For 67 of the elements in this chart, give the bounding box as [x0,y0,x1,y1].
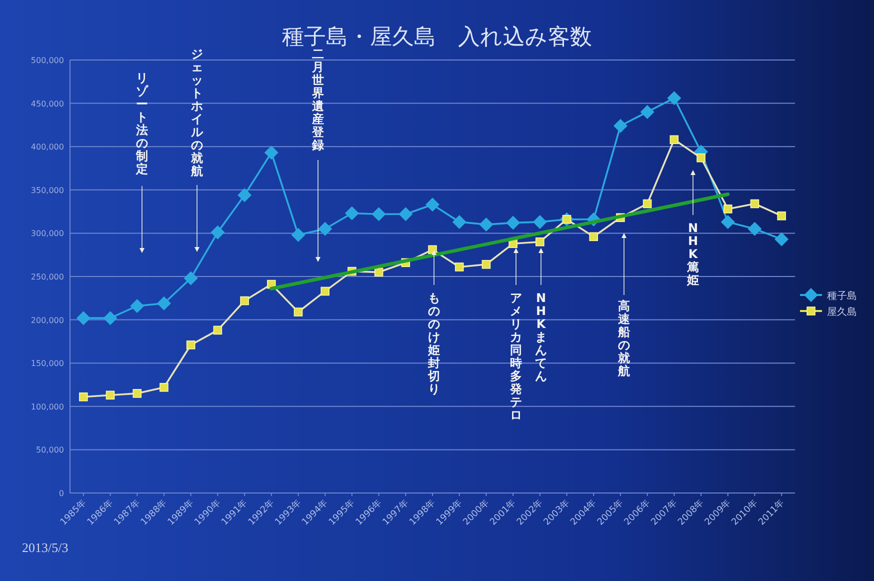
annotation: 二月世界遺産登録 [311,47,325,152]
point [76,311,90,326]
point [589,232,598,242]
y-tick-label: 0 [58,489,64,498]
point [479,218,494,232]
point [184,271,198,286]
point [454,262,464,272]
point [613,118,628,133]
point [720,214,735,229]
y-tick-label: 300,000 [30,229,64,238]
point [291,228,306,242]
annotation: リゾート法の制定 [135,71,149,176]
y-tick-label: 500,000 [30,56,64,65]
annotation: もののけ姫封切り [427,291,440,396]
point [294,308,303,316]
point [642,199,652,208]
point [320,286,330,296]
legend-label: 種子島 [827,290,857,302]
y-tick-label: 200,000 [30,316,64,325]
point [536,237,544,246]
point [374,268,384,277]
point [506,216,520,230]
point [667,91,682,106]
point [723,204,732,214]
point [160,382,168,392]
point [213,326,222,335]
text: アメリカ同時多発テロ [510,291,522,422]
point [103,311,118,326]
legend-label: 屋久島 [827,306,857,318]
y-tick-label: 450,000 [30,99,64,108]
y-tick-label: 400,000 [30,142,64,152]
y-tick-label: 350,000 [30,186,64,195]
annotation: NHK篤姫 [686,221,699,287]
y-tick-label: 250,000 [30,272,64,282]
point [264,146,278,160]
point [372,207,386,222]
point [696,153,706,162]
point [130,298,144,313]
point [750,199,760,208]
point [79,392,88,402]
point [640,104,654,119]
point [238,188,252,202]
point [210,225,225,240]
point [186,340,196,350]
y-tick-label: 100,000 [30,402,64,412]
point [132,389,142,398]
y-tick-label: 150,000 [30,359,64,368]
point [344,206,359,220]
y-tick-label: 50,000 [36,446,64,455]
point [106,390,115,400]
point [670,135,679,144]
text: ジェットホイルの就航 [191,47,203,178]
point [748,222,762,236]
point [482,260,491,269]
point [452,214,466,229]
text: 2013/5/3 [22,540,68,555]
annotation: NHKまんてん [535,291,547,383]
point [318,222,332,236]
point [426,198,440,212]
point [398,207,413,222]
point [240,296,249,306]
point [777,211,786,220]
chart-title: 種子島・屋久島 入れ込み客数 [282,25,592,50]
annotation: 高速船の就航 [617,299,631,378]
point [532,214,547,229]
point [156,296,171,310]
point [774,232,789,246]
